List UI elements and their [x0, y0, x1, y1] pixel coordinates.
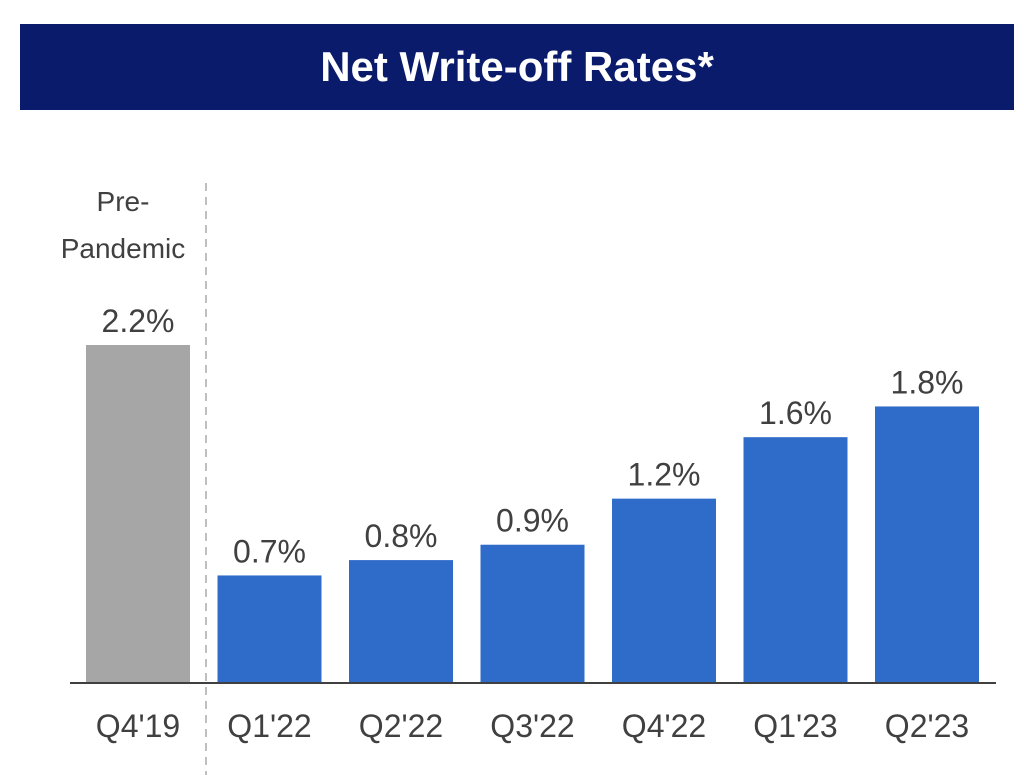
bar-Q223 — [875, 406, 979, 683]
category-label: Q2'23 — [885, 708, 969, 744]
value-label: 1.6% — [759, 395, 832, 431]
pre-pandemic-label-line1: Pre- — [97, 186, 150, 217]
value-label: 1.2% — [628, 457, 701, 493]
pre-pandemic-label-line2: Pandemic — [61, 233, 186, 264]
chart-title: Net Write-off Rates* — [320, 43, 714, 90]
value-label: 0.8% — [365, 518, 438, 554]
value-label: 0.9% — [496, 503, 569, 539]
bar-Q422 — [612, 498, 716, 683]
category-label: Q1'22 — [227, 708, 311, 744]
bar-Q419 — [86, 345, 190, 683]
category-label: Q2'22 — [359, 708, 443, 744]
value-label: 2.2% — [102, 303, 175, 339]
category-label: Q4'22 — [622, 708, 706, 744]
bars-group: 2.2% Q4'19 0.7% Q1'22 0.8% Q2'22 0.9% Q3'22 1.2%… — [86, 303, 979, 744]
value-label: 1.8% — [891, 364, 964, 400]
bar-Q222 — [349, 560, 453, 683]
category-label: Q1'23 — [753, 708, 837, 744]
category-label: Q4'19 — [96, 708, 180, 744]
category-label: Q3'22 — [490, 708, 574, 744]
value-label: 0.7% — [233, 533, 306, 569]
bar-Q322 — [480, 544, 585, 683]
bar-Q122 — [217, 575, 322, 683]
title-bar: Net Write-off Rates* — [20, 24, 1014, 110]
bar-Q123 — [743, 437, 848, 683]
